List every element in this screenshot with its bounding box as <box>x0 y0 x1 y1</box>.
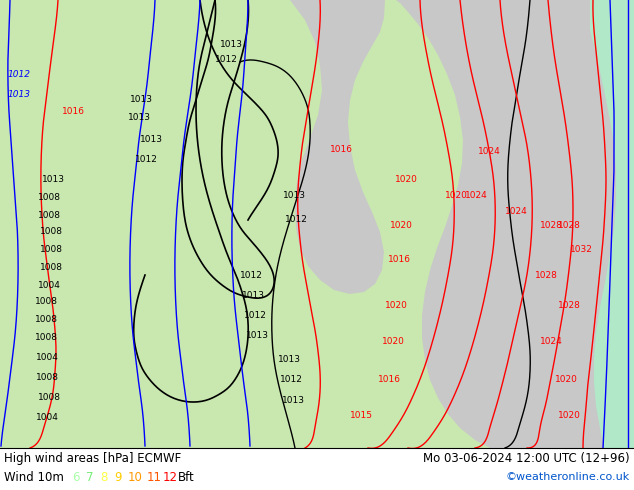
Text: 1012: 1012 <box>135 155 158 165</box>
Text: 11: 11 <box>147 470 162 484</box>
Text: 1012: 1012 <box>285 216 308 224</box>
Text: 1013: 1013 <box>42 175 65 185</box>
Text: 1004: 1004 <box>36 352 59 362</box>
Text: 1013: 1013 <box>140 136 163 145</box>
Text: 1024: 1024 <box>478 147 501 156</box>
Text: 1024: 1024 <box>540 338 563 346</box>
Text: 1008: 1008 <box>36 372 59 382</box>
Text: 1004: 1004 <box>36 413 59 421</box>
Text: 1020: 1020 <box>555 375 578 385</box>
Text: 1028: 1028 <box>558 220 581 229</box>
Text: 1008: 1008 <box>40 245 63 254</box>
Text: 1012: 1012 <box>215 55 238 65</box>
Text: 1016: 1016 <box>378 375 401 385</box>
Polygon shape <box>310 0 352 37</box>
Text: 1020: 1020 <box>390 220 413 229</box>
Text: 1008: 1008 <box>35 334 58 343</box>
Polygon shape <box>590 0 634 448</box>
Text: 7: 7 <box>86 470 93 484</box>
Text: 1004: 1004 <box>38 280 61 290</box>
Text: 1008: 1008 <box>35 316 58 324</box>
Text: 1013: 1013 <box>130 96 153 104</box>
Text: 1013: 1013 <box>282 395 305 405</box>
Text: 9: 9 <box>114 470 122 484</box>
Text: 1028: 1028 <box>540 220 563 229</box>
Text: 1013: 1013 <box>128 113 151 122</box>
Text: 1020: 1020 <box>395 175 418 185</box>
Text: 1008: 1008 <box>38 211 61 220</box>
Text: 10: 10 <box>128 470 143 484</box>
Text: 1008: 1008 <box>35 297 58 307</box>
Text: 1028: 1028 <box>558 300 581 310</box>
Text: 8: 8 <box>100 470 107 484</box>
Text: 1008: 1008 <box>38 392 61 401</box>
Text: 1016: 1016 <box>388 255 411 265</box>
Text: 1012: 1012 <box>244 311 267 319</box>
Text: 1013: 1013 <box>242 291 265 299</box>
Text: 1016: 1016 <box>330 146 353 154</box>
Text: 1020: 1020 <box>382 338 405 346</box>
Text: 12: 12 <box>163 470 178 484</box>
Text: 1013: 1013 <box>283 191 306 199</box>
Text: 1013: 1013 <box>8 91 31 99</box>
Text: 1012: 1012 <box>280 375 303 385</box>
Text: 1013: 1013 <box>246 330 269 340</box>
Text: 1012: 1012 <box>240 270 263 279</box>
Text: 1032: 1032 <box>570 245 593 254</box>
Text: 6: 6 <box>72 470 79 484</box>
Text: Bft: Bft <box>178 470 195 484</box>
Text: Wind 10m: Wind 10m <box>4 470 64 484</box>
Text: 1020: 1020 <box>445 191 468 199</box>
Text: 1012: 1012 <box>8 71 31 79</box>
Text: High wind areas [hPa] ECMWF: High wind areas [hPa] ECMWF <box>4 451 181 465</box>
Text: 1008: 1008 <box>40 227 63 237</box>
Polygon shape <box>338 0 374 23</box>
Text: ©weatheronline.co.uk: ©weatheronline.co.uk <box>506 472 630 482</box>
Text: 1013: 1013 <box>278 356 301 365</box>
Text: 1020: 1020 <box>558 411 581 419</box>
Text: 1024: 1024 <box>505 207 527 217</box>
Bar <box>0 448 634 490</box>
Text: 1016: 1016 <box>62 107 85 117</box>
Text: 1015: 1015 <box>350 411 373 419</box>
Text: 1013: 1013 <box>220 41 243 49</box>
Text: 1020: 1020 <box>385 300 408 310</box>
Text: 1028: 1028 <box>535 270 558 279</box>
Text: 1008: 1008 <box>40 264 63 272</box>
Text: 1008: 1008 <box>38 194 61 202</box>
Text: 1024: 1024 <box>465 191 488 199</box>
Polygon shape <box>396 0 634 448</box>
Polygon shape <box>290 0 385 294</box>
Text: Mo 03-06-2024 12:00 UTC (12+96): Mo 03-06-2024 12:00 UTC (12+96) <box>424 451 630 465</box>
